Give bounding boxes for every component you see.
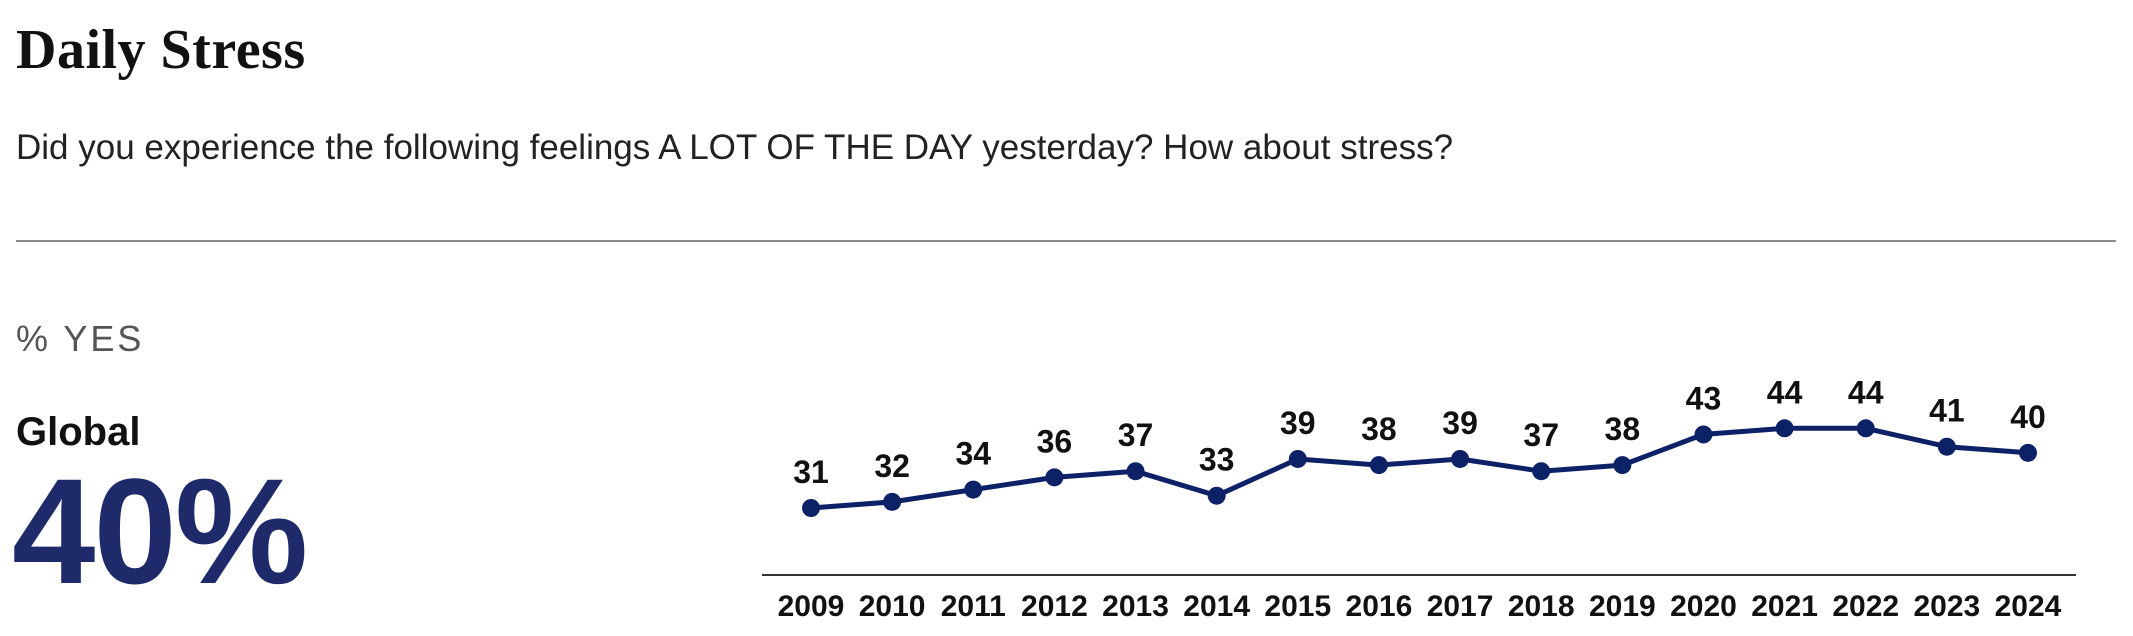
data-point-2019 [1613,456,1632,475]
x-tick-label-2021: 2021 [1751,590,1818,623]
data-point-2015 [1288,449,1307,468]
data-label-2022: 44 [1848,374,1884,410]
x-tick-label-2012: 2012 [1021,590,1088,623]
x-tick-label-2015: 2015 [1264,590,1331,623]
x-tick-label-2011: 2011 [941,590,1006,623]
x-tick-label-2009: 2009 [778,590,845,623]
header-divider [16,240,2116,242]
data-point-2018 [1532,462,1551,481]
data-label-2019: 38 [1605,411,1641,447]
data-label-2016: 38 [1361,411,1397,447]
x-tick-label-2024: 2024 [1995,590,2062,623]
x-tick-labels: 2009 2010 2011 2012 2013 2014 2015 2016 2017 2018… [778,590,2062,623]
x-tick-label-2016: 2016 [1346,590,1413,623]
chart-title: Daily Stress [16,19,306,81]
data-label-2011: 34 [955,436,991,472]
data-point-2020 [1694,425,1713,444]
data-label-2014: 33 [1199,442,1235,478]
data-point-2024 [2019,443,2037,462]
chart-subtitle: Did you experience the following feeling… [16,128,1454,167]
headline-value: 40% [12,447,308,615]
data-label-2020: 43 [1686,380,1722,416]
data-point-2014 [1207,486,1226,505]
series-line-global [810,425,2029,511]
data-point-2016 [1369,456,1388,475]
data-label-2024: 40 [2010,399,2046,435]
data-point-2023 [1937,437,1956,456]
x-tick-label-2020: 2020 [1670,590,1737,623]
data-points [802,419,2037,517]
x-tick-label-2023: 2023 [1913,590,1980,623]
data-label-2009: 31 [793,454,829,490]
data-label-2017: 39 [1442,405,1478,441]
data-point-2009 [802,499,820,517]
data-point-2022 [1856,419,1875,438]
data-label-2018: 37 [1523,417,1559,453]
region-label: Global [16,410,141,454]
x-tick-label-2022: 2022 [1832,590,1899,623]
data-point-2011 [964,480,983,499]
data-label-2023: 41 [1929,393,1965,429]
x-tick-label-2010: 2010 [859,590,926,623]
data-point-2017 [1451,449,1470,468]
data-label-2012: 36 [1037,423,1073,459]
x-tick-label-2013: 2013 [1102,590,1169,623]
x-tick-label-2014: 2014 [1183,590,1250,623]
data-label-2021: 44 [1767,374,1803,410]
data-point-2013 [1126,462,1145,481]
x-tick-label-2017: 2017 [1427,590,1494,623]
data-point-2012 [1045,468,1064,487]
data-label-2013: 37 [1118,417,1154,453]
data-label-2010: 32 [874,448,910,484]
x-tick-label-2019: 2019 [1589,590,1656,623]
x-tick-label-2018: 2018 [1508,590,1575,623]
unit-label: % YES [16,318,145,359]
data-labels: 31 32 34 36 37 33 39 38 39 37 38 43 44 44 41 40 [793,374,2046,490]
data-label-2015: 39 [1280,405,1316,441]
data-point-2010 [883,492,902,511]
data-point-2021 [1775,419,1794,438]
